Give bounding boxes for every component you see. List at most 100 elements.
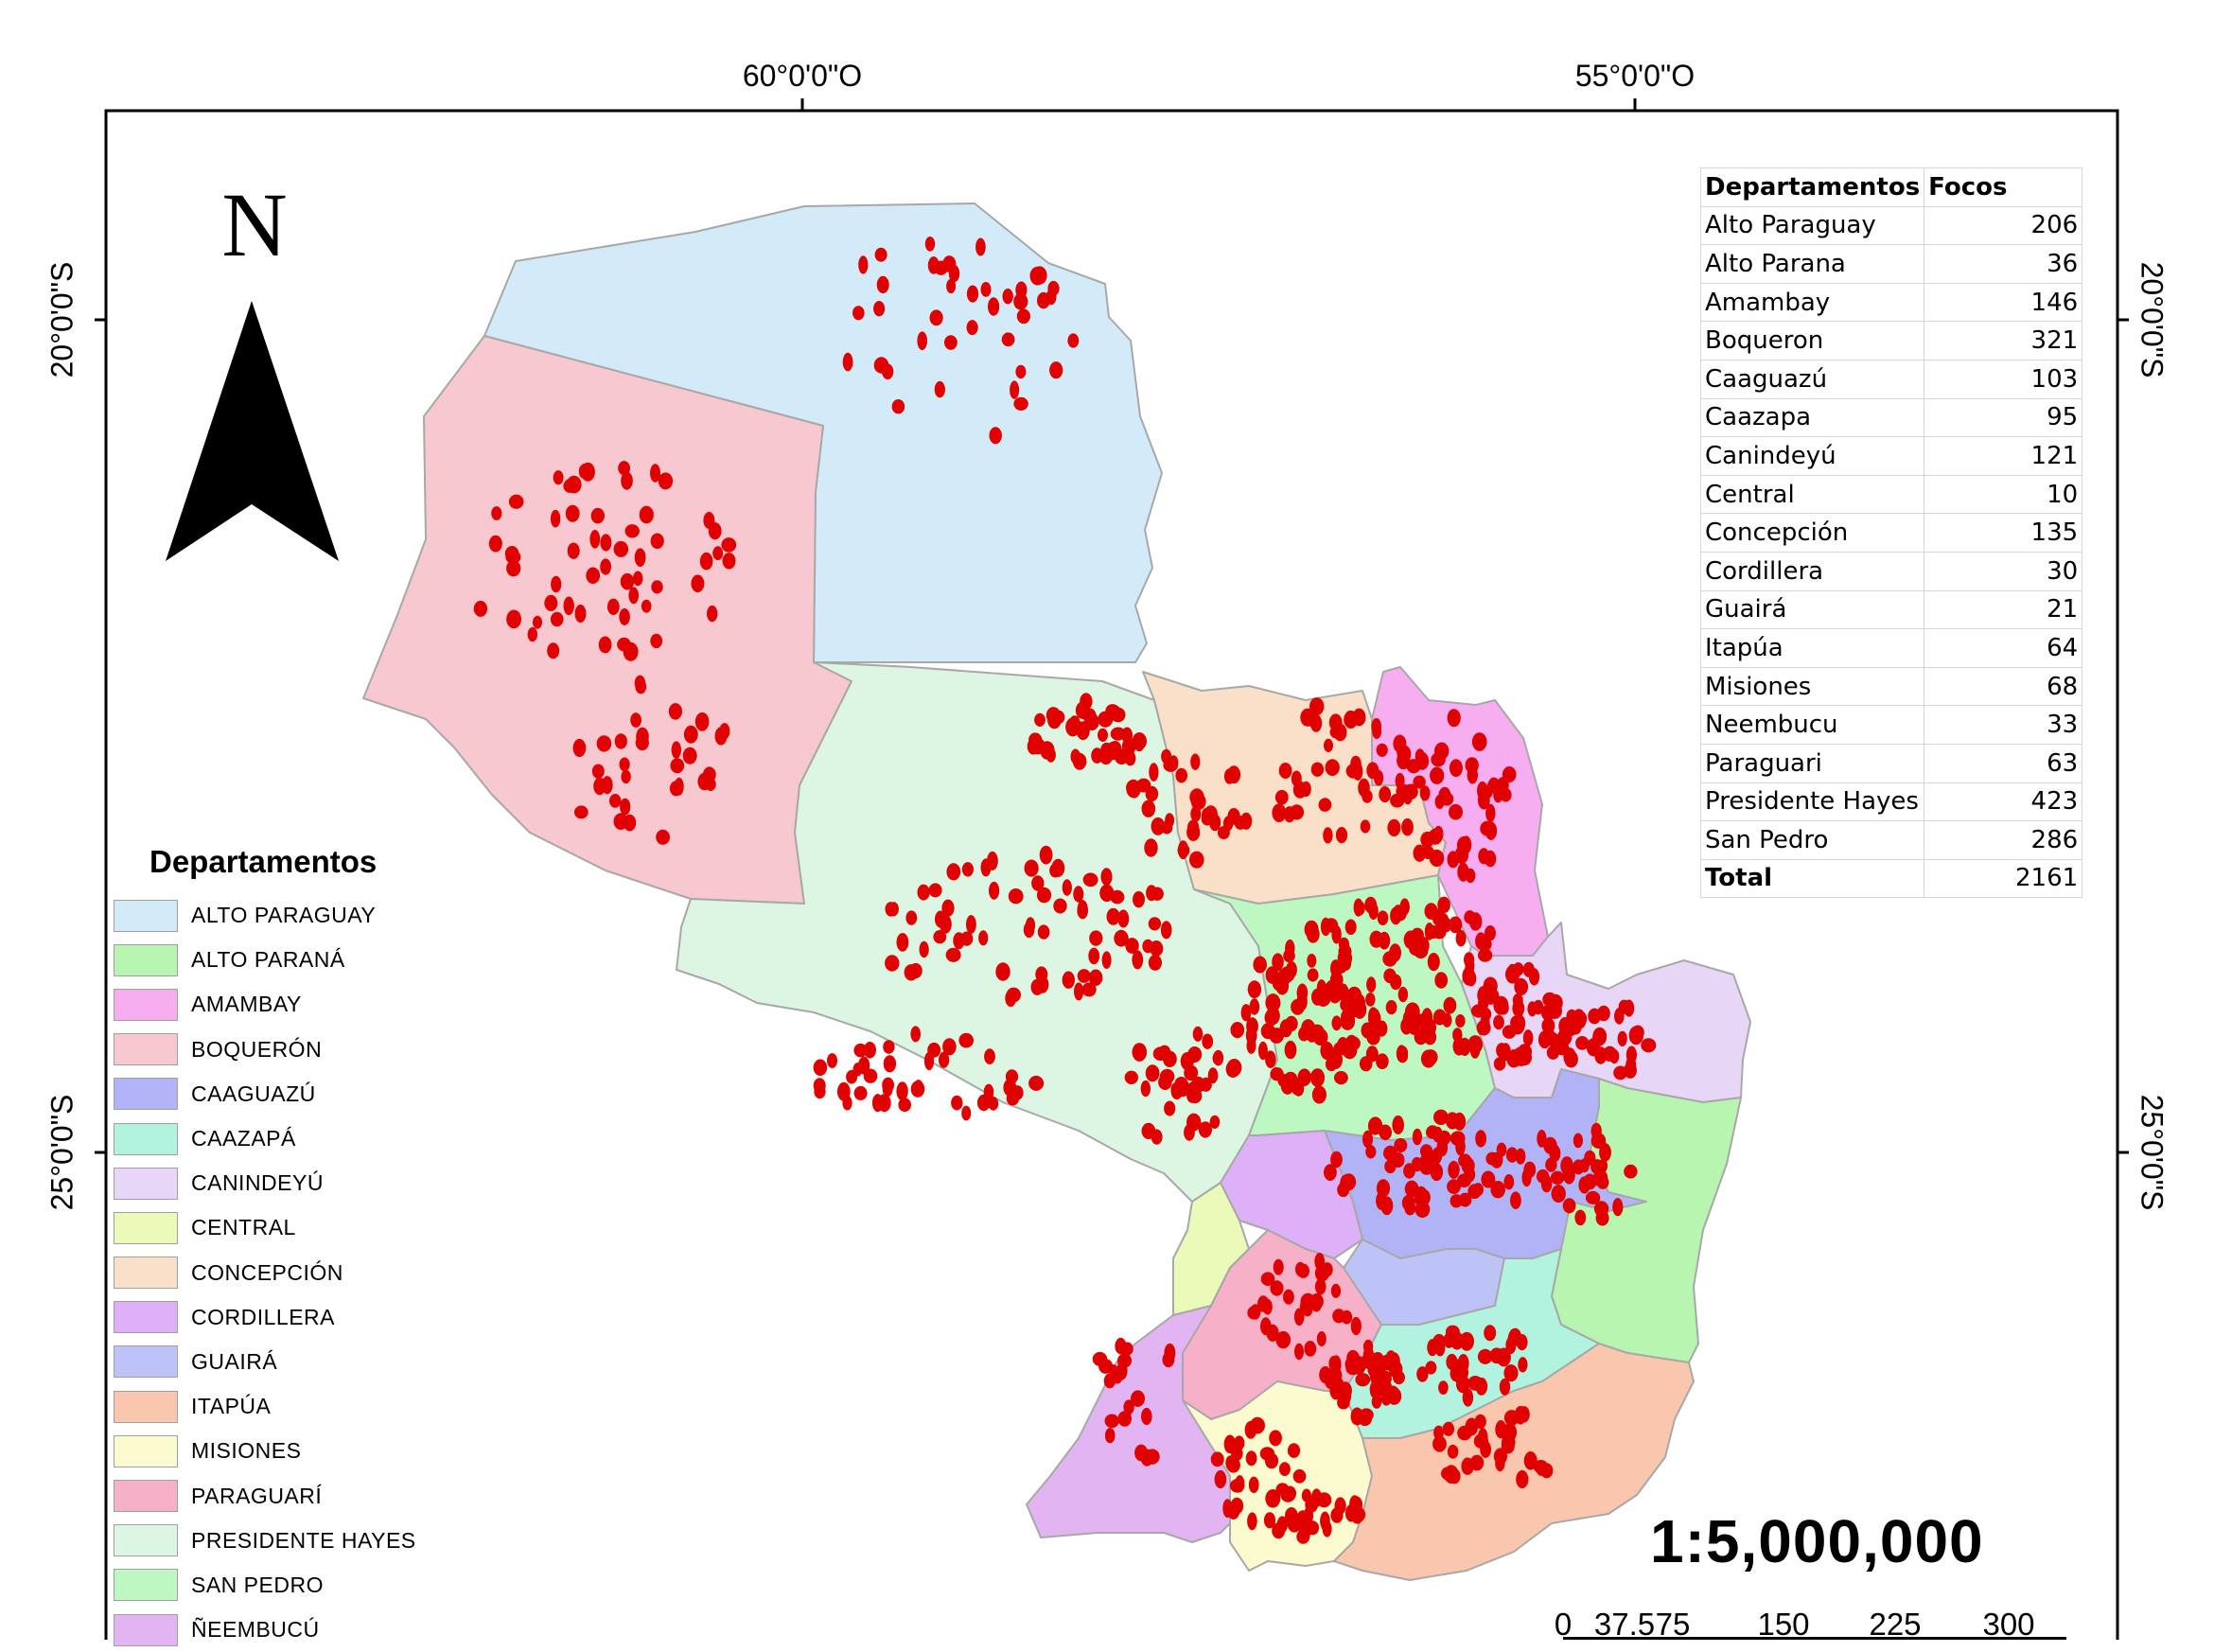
fire-marker: [1501, 1439, 1515, 1454]
legend-swatch: [114, 1434, 178, 1467]
fire-marker: [1175, 767, 1187, 783]
fire-marker: [1383, 1145, 1397, 1161]
fire-count: 63: [1924, 743, 2083, 783]
fire-marker: [1332, 1309, 1345, 1324]
fire-marker: [1502, 1422, 1518, 1442]
fire-marker: [1098, 748, 1113, 765]
legend-items: ALTO PARAGUAY ALTO PARANÁ AMAMBAY BOQUERÓN C…: [114, 893, 416, 1652]
fire-marker: [1376, 1053, 1389, 1069]
fire-marker: [1269, 1430, 1282, 1447]
fire-marker: [1641, 1038, 1657, 1053]
scale-ratio: 1:5,000,000: [1650, 1507, 1984, 1575]
fire-marker: [1272, 803, 1287, 822]
fire-marker: [1484, 850, 1497, 868]
fire-marker: [1419, 785, 1431, 801]
fire-marker: [1344, 919, 1357, 936]
scale-tick-300: 300: [1982, 1607, 2035, 1642]
fire-marker: [1035, 966, 1048, 982]
fire-marker: [565, 504, 580, 522]
fire-marker: [1028, 1075, 1045, 1091]
legend-item: SAN PEDRO: [114, 1563, 416, 1608]
fire-marker: [1430, 1163, 1444, 1182]
fire-marker: [928, 883, 942, 898]
fire-marker: [1304, 1341, 1317, 1357]
legend-label: BOQUERÓN: [191, 1036, 323, 1062]
fire-marker: [574, 604, 587, 624]
fire-marker: [1335, 958, 1348, 974]
fire-marker: [1419, 1160, 1434, 1175]
legend-swatch: [114, 1569, 178, 1602]
fire-marker: [1471, 732, 1487, 751]
fire-marker: [1412, 1128, 1422, 1146]
fire-marker: [620, 798, 631, 816]
fire-marker: [1574, 1209, 1587, 1226]
fire-marker: [1543, 1136, 1557, 1154]
fire-marker: [1025, 917, 1036, 934]
fire-marker: [598, 636, 612, 654]
fire-count: 95: [1924, 397, 2083, 438]
fire-marker: [1392, 1115, 1404, 1134]
fire-marker: [1325, 979, 1340, 999]
fire-marker: [669, 781, 682, 797]
legend-item: CAAGUAZÚ: [114, 1072, 416, 1116]
fire-marker: [1458, 1365, 1469, 1380]
legend-swatch: [114, 1122, 178, 1155]
fire-marker: [1425, 1361, 1437, 1375]
fire-marker: [1015, 281, 1028, 299]
fire-marker: [1432, 1435, 1447, 1452]
fire-marker: [1447, 709, 1461, 728]
fire-marker: [1449, 803, 1463, 820]
fire-marker: [1628, 1026, 1644, 1046]
fire-marker: [1427, 1339, 1438, 1357]
department-name: Canindeyú: [1699, 436, 1925, 476]
legend-swatch: [114, 1257, 178, 1290]
fire-marker: [550, 509, 561, 528]
fire-marker: [1158, 1074, 1172, 1091]
fire-marker: [813, 1059, 828, 1077]
fire-marker: [1447, 1179, 1461, 1194]
fire-marker: [682, 747, 697, 764]
fire-marker: [1503, 1174, 1515, 1190]
fire-marker: [1074, 982, 1084, 1001]
fire-marker: [1467, 1376, 1484, 1391]
fire-marker: [1352, 762, 1363, 781]
fire-marker: [1369, 930, 1383, 948]
fire-marker: [1364, 896, 1378, 914]
fire-marker: [1613, 1065, 1627, 1081]
department-name: San Pedro: [1699, 820, 1925, 860]
fire-marker: [1002, 289, 1013, 305]
fire-marker: [1031, 875, 1045, 891]
fire-marker: [591, 764, 605, 779]
header-departamentos: Departamentos: [1699, 167, 1925, 207]
fire-marker: [1266, 1006, 1280, 1026]
fire-marker: [989, 427, 1002, 445]
fire-marker: [1390, 974, 1402, 991]
fire-marker: [691, 574, 705, 593]
fire-marker: [1190, 793, 1206, 811]
fire-count: 121: [1924, 436, 2083, 476]
fire-count: 286: [1924, 820, 2083, 860]
fire-marker: [1187, 1046, 1203, 1063]
fire-marker: [1163, 758, 1178, 772]
department-polygons: [362, 202, 1751, 1581]
fire-count: 423: [1924, 782, 2083, 822]
fire-marker: [858, 1056, 870, 1075]
fire-marker: [533, 615, 542, 629]
legend-swatch: [114, 943, 178, 976]
fire-marker: [1259, 1447, 1275, 1461]
fire-count: 10: [1924, 474, 2083, 515]
fire-marker: [1300, 708, 1315, 727]
fire-marker: [919, 940, 929, 958]
fire-marker: [1223, 768, 1235, 784]
fire-marker: [904, 964, 919, 981]
fire-marker: [1514, 1405, 1527, 1425]
fire-marker: [1374, 769, 1384, 786]
fire-marker: [1284, 1040, 1297, 1060]
fire-marker: [853, 1043, 868, 1058]
fire-marker: [1496, 1043, 1508, 1059]
fire-marker: [1073, 886, 1084, 903]
fire-marker: [1204, 805, 1218, 823]
fire-marker: [1150, 940, 1164, 957]
department-name: Amambay: [1699, 282, 1925, 323]
fire-marker: [1541, 1017, 1555, 1034]
